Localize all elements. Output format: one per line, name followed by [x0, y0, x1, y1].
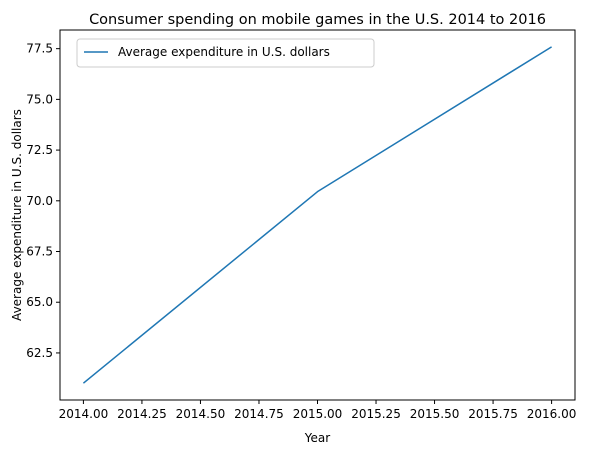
x-tick-label: 2015.50 [410, 407, 460, 421]
y-axis-label: Average expenditure in U.S. dollars [10, 109, 24, 321]
x-tick-label: 2015.75 [468, 407, 518, 421]
plot-area [82, 46, 552, 384]
x-tick-label: 2015.25 [351, 407, 401, 421]
x-tick-label: 2014.50 [176, 407, 226, 421]
x-axis: 2014.00 2014.25 2014.50 2014.75 2015.00 2015.… [59, 400, 577, 421]
y-tick-label: 70.0 [26, 194, 53, 208]
y-tick-label: 65.0 [26, 295, 53, 309]
x-tick-label: 2014.75 [234, 407, 284, 421]
legend: Average expenditure in U.S. dollars [76, 38, 375, 68]
x-axis-label: Year [304, 431, 330, 445]
y-tick-label: 75.0 [26, 92, 53, 106]
chart-title: Consumer spending on mobile games in the… [89, 12, 546, 28]
y-tick-label: 77.5 [26, 42, 53, 56]
y-axis: 62.5 65.0 67.5 70.0 72.5 75.0 77.5 [26, 42, 60, 360]
y-tick-label: 67.5 [26, 245, 53, 259]
legend-box [76, 38, 375, 68]
x-tick-label: 2015.00 [293, 407, 343, 421]
y-tick-label: 62.5 [26, 346, 53, 360]
legend-label: Average expenditure in U.S. dollars [118, 45, 330, 59]
x-tick-label: 2016.00 [527, 407, 577, 421]
x-tick-label: 2014.00 [59, 407, 109, 421]
series-line [82, 46, 552, 384]
x-tick-label: 2014.25 [117, 407, 167, 421]
y-tick-label: 72.5 [26, 143, 53, 157]
